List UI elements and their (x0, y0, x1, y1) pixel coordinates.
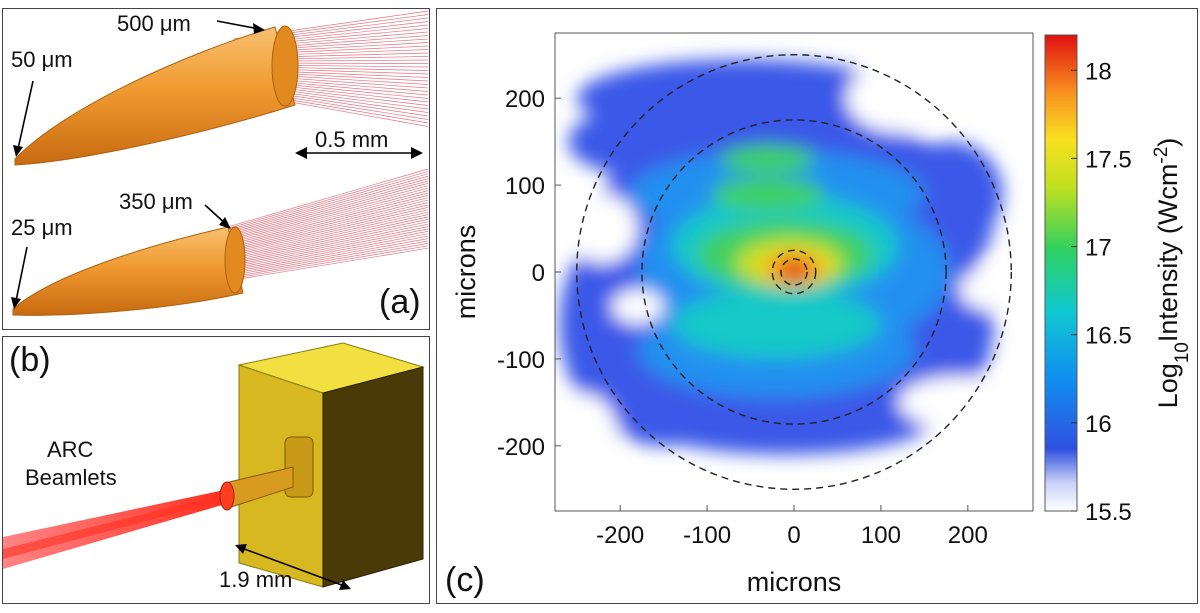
arrowhead (339, 580, 351, 590)
arrowhead (13, 145, 23, 157)
y-tick-label: 100 (505, 173, 545, 200)
arrowhead (253, 23, 265, 34)
colorbar-tick-label: 15.5 (1085, 499, 1132, 526)
top-base-label: 500 μm (117, 11, 191, 36)
dashed-circle (780, 258, 808, 286)
low-intensity-region (611, 289, 664, 325)
dashed-circle (576, 54, 1012, 490)
ray (192, 171, 428, 239)
intensity-blob (711, 178, 825, 210)
y-tick-label: -100 (497, 347, 545, 374)
panel-a-label: (a) (379, 283, 421, 321)
panel-a: 500 μm 50 μm 0.5 mm 350 μm 25 μm (a) (2, 8, 430, 330)
arrowhead (411, 147, 423, 159)
colorbar-ticks: 18 17.5 17 16.5 16 15.5 (1071, 58, 1132, 526)
intensity-blob (637, 384, 934, 455)
colorbar-tick-label: 18 (1085, 58, 1112, 85)
arrowhead (219, 217, 231, 229)
colorbar-tick-label: 17.5 (1085, 146, 1132, 173)
y-tick-label: -200 (497, 434, 545, 461)
arrowhead (11, 297, 21, 309)
ray (192, 168, 428, 238)
intensity-blob (720, 145, 816, 173)
panel-c: -200 -100 0 100 200 200 100 0 -100 -200 microns … (436, 8, 1198, 604)
dashed-circle (641, 119, 947, 425)
panel-c-label: (c) (445, 561, 485, 599)
dashed-circles (576, 54, 1012, 490)
y-axis-ticks: 200 100 0 -100 -200 (497, 86, 561, 461)
bottom-cone-base (224, 226, 246, 294)
top-cone-base (271, 25, 299, 107)
y-tick-label: 200 (505, 86, 545, 113)
intensity-field (555, 59, 1029, 498)
y-tick-label: 0 (532, 260, 545, 287)
x-axis-ticks: -200 -100 0 100 200 (596, 505, 988, 549)
colorbar (1044, 34, 1078, 512)
x-tick-label: -100 (683, 522, 731, 549)
scale-label-a: 0.5 mm (315, 127, 388, 152)
arrowhead (295, 147, 307, 159)
colorbar-label: Log10Intensity (Wcm-2) (1151, 138, 1193, 409)
cone-mouth (219, 481, 235, 511)
panel-b-label: (b) (9, 341, 51, 379)
beam-label-2: Beamlets (25, 465, 117, 490)
beam-label-1: ARC (47, 437, 94, 462)
beam-core (3, 493, 229, 559)
intensity-blob (568, 106, 725, 177)
scale-bar-b (238, 546, 348, 588)
target-illustration: ARC Beamlets 1.9 mm (b) (3, 341, 425, 592)
target-side-face (322, 366, 424, 588)
x-tick-label: 0 (787, 522, 800, 549)
arrowhead (235, 544, 247, 554)
low-intensity-region (555, 393, 621, 498)
colorbar-tick-label: 16.5 (1085, 323, 1132, 350)
bottom-cone (12, 226, 244, 316)
colorbar-tick-label: 16 (1085, 411, 1112, 438)
scale-label-b: 1.9 mm (219, 567, 292, 592)
colorbar-tick-label: 17 (1085, 235, 1112, 262)
intensity-blob (672, 289, 881, 359)
panel-b: ARC Beamlets 1.9 mm (b) (2, 336, 430, 604)
intensity-blob (781, 263, 807, 281)
bottom-base-label: 350 μm (119, 189, 193, 214)
bottom-tip-arrow (15, 246, 28, 302)
low-intensity-region (568, 193, 638, 264)
top-base-arrow (216, 20, 260, 30)
x-axis-label: microns (747, 567, 842, 597)
x-tick-label: 200 (948, 522, 988, 549)
x-tick-label: 100 (861, 522, 901, 549)
bottom-tip-label: 25 μm (11, 215, 73, 240)
low-intensity-region (959, 267, 1029, 312)
low-intensity-region (846, 63, 951, 133)
low-intensity-region (898, 376, 1020, 429)
x-tick-label: -200 (596, 522, 644, 549)
intensity-blob (898, 141, 1003, 246)
top-tip-label: 50 μm (11, 47, 73, 72)
dashed-circle (771, 249, 817, 295)
y-axis-label: microns (451, 225, 481, 320)
cone-illustration: 500 μm 50 μm 0.5 mm 350 μm 25 μm (a) (11, 10, 428, 321)
top-tip-arrow (17, 80, 34, 150)
